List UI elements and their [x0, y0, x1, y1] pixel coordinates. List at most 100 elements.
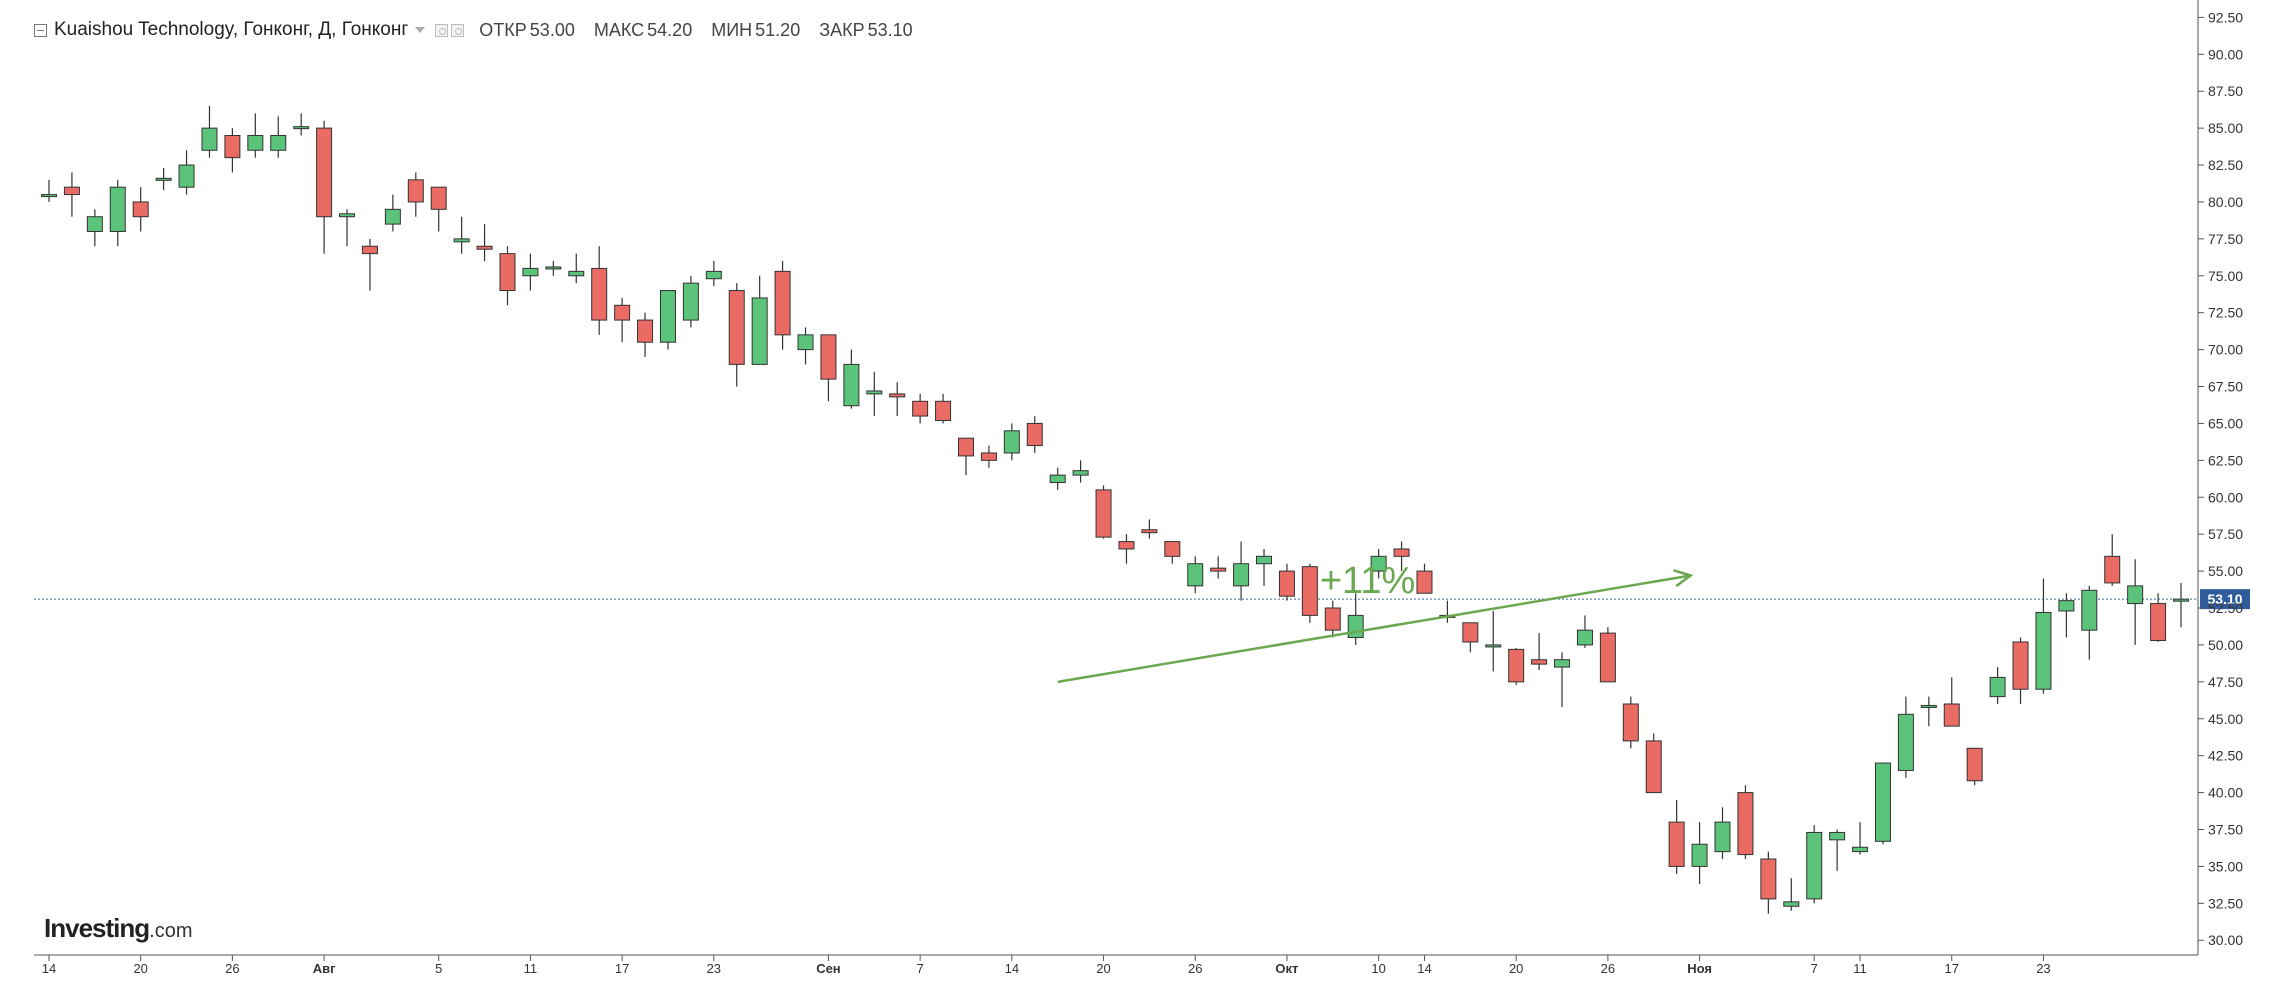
candle-body — [1668, 821, 1685, 867]
logo-name: Investing — [44, 913, 150, 943]
candle-body — [1852, 846, 1869, 853]
candle-body — [614, 304, 631, 321]
candle-body — [1874, 762, 1891, 842]
x-tick-label: 14 — [42, 961, 56, 976]
x-tick-label: 26 — [1601, 961, 1615, 976]
candle-body — [132, 201, 149, 218]
candle-body — [1622, 703, 1639, 742]
visibility-icon[interactable] — [451, 23, 465, 37]
collapse-icon[interactable] — [34, 23, 47, 37]
candle-body — [1462, 622, 1479, 643]
x-tick-label: Авг — [313, 961, 336, 976]
candle-body — [1783, 901, 1800, 907]
candle-body — [499, 253, 516, 292]
ohlc-values: ОТКР 53.00 МАКС 54.20 МИН 51.20 ЗАКР 53.10 — [479, 20, 926, 41]
candle-body — [247, 135, 264, 151]
y-tick-label: 67.50 — [2208, 379, 2243, 395]
settings-icon[interactable] — [435, 23, 449, 37]
x-tick-label: 11 — [1853, 961, 1867, 976]
y-tick-label: 80.00 — [2208, 194, 2243, 210]
instrument-title[interactable]: Kuaishou Technology, Гонконг, Д, Гонконг — [54, 19, 409, 40]
x-tick-label: Ноя — [1687, 961, 1712, 976]
candle-body — [1599, 632, 1616, 683]
x-tick-label: 7 — [1811, 961, 1818, 976]
y-tick-label: 60.00 — [2208, 489, 2243, 505]
candle-body — [1645, 740, 1662, 794]
x-axis: 14 20 26 Авг 5 11 17 23 Сен 7 14 20 26 Окт 10 14 20 26 Ноя… — [34, 954, 2198, 976]
candles — [41, 105, 2189, 914]
candle-body — [957, 437, 974, 457]
candle-body — [1301, 566, 1318, 616]
trend-label: +11% — [1320, 560, 1415, 602]
candle-body — [2035, 611, 2052, 690]
candle-body — [1691, 843, 1708, 867]
candle-body — [797, 334, 814, 351]
candle-body — [1187, 563, 1204, 587]
candle-body — [820, 334, 837, 380]
candle-body — [980, 452, 997, 461]
x-tick-label: 20 — [1509, 961, 1523, 976]
candle-body — [293, 126, 310, 130]
candle-body — [201, 127, 218, 151]
candle-body — [2104, 555, 2121, 584]
y-tick-label: 62.50 — [2208, 452, 2243, 468]
candle-body — [2058, 600, 2075, 612]
high-value: 54.20 — [647, 19, 693, 40]
x-tick-label: 26 — [1188, 961, 1202, 976]
candle-body — [178, 164, 195, 188]
candle-body — [86, 216, 103, 232]
candle-body — [1370, 555, 1387, 572]
high-label: МАКС — [593, 19, 645, 40]
x-tick-label: 7 — [917, 961, 924, 976]
investing-logo: Investing.com — [44, 913, 192, 944]
open-value: 53.00 — [529, 19, 575, 40]
x-tick-label: 14 — [1417, 961, 1431, 976]
candle-body — [453, 238, 470, 243]
candle-body — [1118, 541, 1135, 550]
x-tick-label: 23 — [2036, 961, 2050, 976]
candle-body — [384, 208, 401, 225]
x-tick-label: 26 — [225, 961, 239, 976]
y-tick-label: 65.00 — [2208, 415, 2243, 431]
candle-body — [2127, 585, 2144, 605]
candle-body — [1210, 567, 1227, 572]
candle-body — [1989, 676, 2006, 698]
candle-body — [659, 290, 676, 343]
x-tick-label: Сен — [816, 961, 840, 976]
candle-body — [682, 282, 699, 321]
candle-body — [1003, 430, 1020, 454]
y-tick-label: 35.00 — [2208, 858, 2243, 874]
y-tick-label: 40.00 — [2208, 785, 2243, 801]
candle-body — [774, 270, 791, 336]
x-tick-label: Окт — [1275, 961, 1298, 976]
y-tick-label: 32.50 — [2208, 895, 2243, 911]
candle-body — [1897, 713, 1914, 771]
candle-body — [476, 245, 493, 250]
candle-body — [1324, 607, 1341, 631]
last-price-label: 53.10 — [2207, 591, 2242, 607]
x-tick-label: 17 — [615, 961, 629, 976]
y-tick-label: 50.00 — [2208, 637, 2243, 653]
y-tick-label: 82.50 — [2208, 157, 2243, 173]
trend-line — [1057, 574, 1691, 684]
candle-body — [316, 127, 333, 218]
logo-suffix: .com — [149, 920, 193, 942]
close-value: 53.10 — [867, 19, 913, 40]
candle-body — [109, 186, 126, 232]
candle-body — [1531, 659, 1548, 665]
candle-body — [407, 179, 424, 203]
x-tick-label: 11 — [524, 961, 538, 976]
candle-body — [705, 270, 722, 280]
x-tick-label: 17 — [1945, 961, 1959, 976]
x-tick-label: 20 — [1096, 961, 1110, 976]
candle-body — [1554, 659, 1571, 668]
candle-body — [1576, 629, 1593, 646]
candle-body — [1095, 489, 1112, 538]
candle-body — [866, 390, 883, 395]
candle-body — [728, 290, 745, 365]
candle-body — [1943, 703, 1960, 727]
chevron-down-icon[interactable] — [415, 27, 426, 33]
candle-body — [843, 363, 860, 407]
candle-body — [751, 297, 768, 365]
